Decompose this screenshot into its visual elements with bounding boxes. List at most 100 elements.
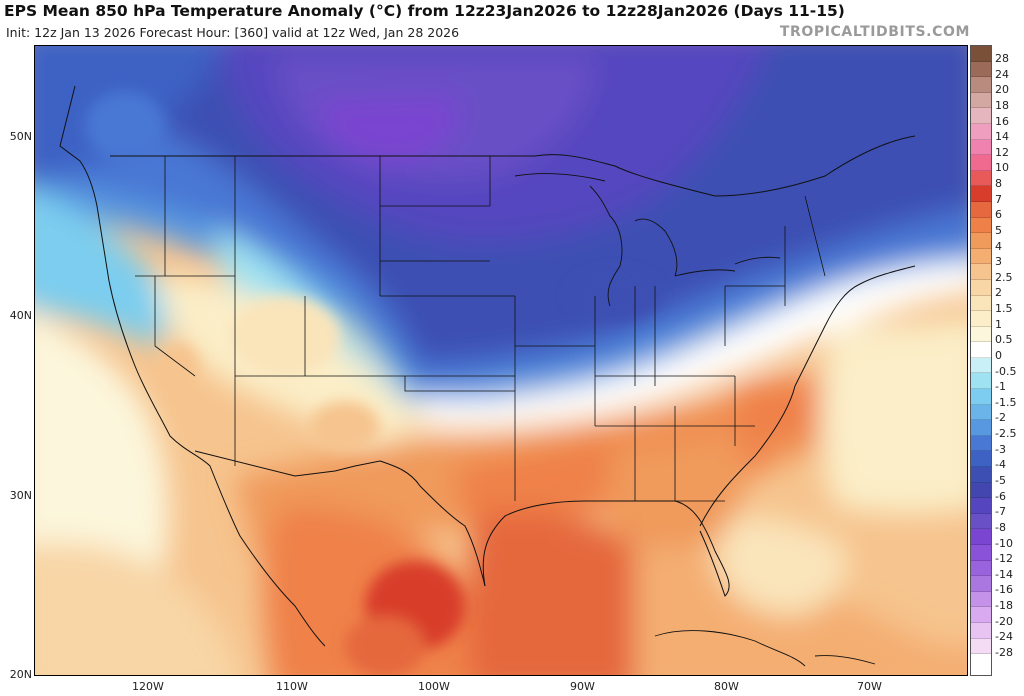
anomaly-map-svg xyxy=(35,46,967,675)
colorbar-segment xyxy=(971,155,991,171)
colorbar-segment xyxy=(971,201,991,218)
colorbar-label: 1 xyxy=(995,317,1002,331)
colorbar-segment xyxy=(971,61,991,78)
colorbar-label: -4 xyxy=(995,458,1006,472)
colorbar-segment xyxy=(971,46,991,62)
colorbar-segment xyxy=(971,77,991,93)
colorbar-label: 3 xyxy=(995,255,1002,269)
colorbar-segment xyxy=(971,342,991,358)
colorbar-segment xyxy=(971,357,991,374)
colorbar-segment xyxy=(971,482,991,499)
colorbar xyxy=(970,45,992,676)
colorbar-segment xyxy=(971,186,991,202)
us-canada-border xyxy=(110,135,916,197)
colorbar-label: -24 xyxy=(995,630,1013,644)
colorbar-segment xyxy=(971,123,991,140)
lake-erie xyxy=(674,269,736,277)
anomaly-detail xyxy=(85,91,660,675)
colorbar-label: -20 xyxy=(995,614,1013,628)
colorbar-segment xyxy=(971,92,991,109)
colorbar-label: 12 xyxy=(995,145,1009,159)
colorbar-segment xyxy=(971,420,991,436)
lon-label-90w: 90W xyxy=(570,680,595,693)
colorbar-label: 0.5 xyxy=(995,333,1013,347)
colorbar-segment xyxy=(971,451,991,468)
colorbar-label: -0.5 xyxy=(995,364,1017,378)
colorbar-label: 14 xyxy=(995,130,1009,144)
colorbar-label: 5 xyxy=(995,223,1002,237)
colorbar-label: -5 xyxy=(995,474,1006,487)
colorbar-label: 2.5 xyxy=(995,270,1013,284)
colorbar-label: 18 xyxy=(995,98,1009,112)
colorbar-label: 1.5 xyxy=(995,302,1013,316)
colorbar-label: -1 xyxy=(995,380,1006,394)
colorbar-segment xyxy=(971,139,991,156)
caribbean-islands xyxy=(654,630,876,667)
colorbar-segment xyxy=(971,607,991,623)
init-info: Init: 12z Jan 13 2026 Forecast Hour: [36… xyxy=(6,25,460,40)
colorbar-label: 10 xyxy=(995,161,1009,175)
colorbar-segment xyxy=(971,326,991,343)
colorbar-segment xyxy=(971,233,991,249)
colorbar-label: 7 xyxy=(995,192,1002,206)
state-lines xyxy=(135,156,826,502)
colorbar-label: -12 xyxy=(995,552,1013,566)
colorbar-label: 0 xyxy=(995,348,1002,362)
lon-label-70w: 70W xyxy=(857,680,882,693)
colorbar-label: 24 xyxy=(995,67,1009,81)
lake-michigan xyxy=(589,185,623,307)
lake-ontario xyxy=(734,256,781,265)
colorbar-segment xyxy=(971,513,991,530)
colorbar-segment xyxy=(971,170,991,187)
colorbar-segment xyxy=(971,591,991,608)
colorbar-segment xyxy=(971,622,991,639)
lon-label-110w: 110W xyxy=(276,680,308,693)
colorbar-label: -14 xyxy=(995,567,1013,581)
colorbar-segment xyxy=(971,389,991,405)
colorbar-segment xyxy=(971,217,991,234)
colorbar-label: 2 xyxy=(995,286,1002,300)
lat-label-20n: 20N xyxy=(9,668,32,681)
lat-label-40n: 40N xyxy=(9,309,32,322)
colorbar-label: -10 xyxy=(995,536,1013,550)
colorbar-segment xyxy=(971,576,991,592)
lat-label-30n: 30N xyxy=(9,489,32,502)
colorbar-label: -3 xyxy=(995,442,1006,456)
colorbar-label: 20 xyxy=(995,83,1009,97)
colorbar-segment xyxy=(971,638,991,655)
lon-label-80w: 80W xyxy=(714,680,739,693)
colorbar-segment xyxy=(971,498,991,514)
west-coastline xyxy=(59,85,326,647)
colorbar-segment xyxy=(971,404,991,421)
colorbar-label: 16 xyxy=(995,114,1009,128)
colorbar-label: -2 xyxy=(995,411,1006,425)
colorbar-label: 4 xyxy=(995,239,1002,253)
colorbar-segment xyxy=(971,529,991,545)
colorbar-label: -1.5 xyxy=(995,395,1017,409)
colorbar-segment xyxy=(971,560,991,577)
colorbar-segment xyxy=(971,264,991,280)
anomaly-field xyxy=(35,46,967,675)
colorbar-label: -18 xyxy=(995,599,1013,613)
colorbar-label: -16 xyxy=(995,583,1013,597)
colorbar-segment xyxy=(971,467,991,483)
colorbar-label: 8 xyxy=(995,177,1002,191)
colorbar-label: 28 xyxy=(995,52,1009,65)
colorbar-segment xyxy=(971,311,991,327)
source-credit: TROPICALTIDBITS.COM xyxy=(779,24,970,40)
anomaly-map xyxy=(34,45,968,676)
colorbar-label: -6 xyxy=(995,489,1006,503)
colorbar-segment xyxy=(971,295,991,312)
colorbar-segment xyxy=(971,279,991,296)
colorbar-label: 6 xyxy=(995,208,1002,222)
lat-label-50n: 50N xyxy=(9,130,32,143)
colorbar-segment xyxy=(971,248,991,265)
colorbar-label: -2.5 xyxy=(995,427,1017,441)
colorbar-label: -28 xyxy=(995,645,1013,659)
us-mexico-border xyxy=(194,450,486,587)
colorbar-label: -7 xyxy=(995,505,1006,519)
lon-label-120w: 120W xyxy=(132,680,164,693)
lake-superior xyxy=(514,173,606,182)
east-coastline xyxy=(699,265,916,527)
page-title: EPS Mean 850 hPa Temperature Anomaly (°C… xyxy=(4,2,845,20)
